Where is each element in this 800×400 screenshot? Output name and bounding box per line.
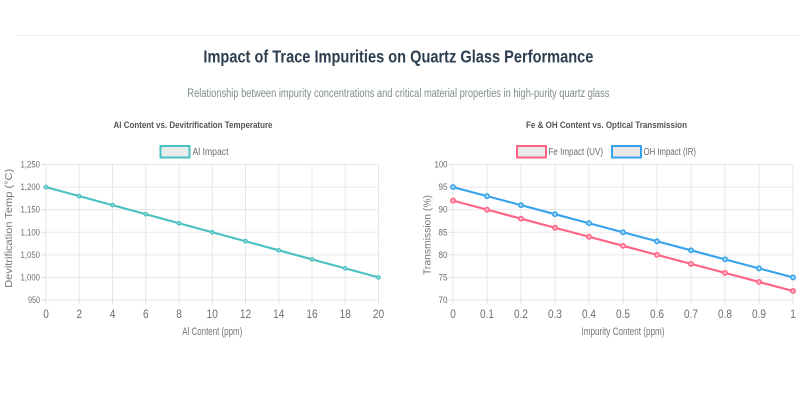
svg-text:18: 18 xyxy=(340,307,351,321)
svg-text:950: 950 xyxy=(28,295,40,306)
svg-text:0.7: 0.7 xyxy=(684,307,698,321)
svg-text:0.3: 0.3 xyxy=(548,307,562,321)
svg-text:1,100: 1,100 xyxy=(21,227,41,238)
svg-text:85: 85 xyxy=(439,227,448,238)
svg-text:70: 70 xyxy=(439,295,448,306)
svg-text:2: 2 xyxy=(76,307,82,321)
svg-text:0: 0 xyxy=(43,307,49,321)
svg-text:1,200: 1,200 xyxy=(21,182,41,193)
svg-text:0: 0 xyxy=(450,307,456,321)
svg-text:80: 80 xyxy=(439,250,448,261)
svg-text:16: 16 xyxy=(306,307,317,321)
svg-text:Impurity Content (ppm): Impurity Content (ppm) xyxy=(582,326,665,338)
svg-text:1,000: 1,000 xyxy=(21,272,41,283)
svg-text:90: 90 xyxy=(439,205,448,216)
svg-text:Al Content (ppm): Al Content (ppm) xyxy=(182,326,242,338)
svg-text:20: 20 xyxy=(373,307,384,321)
svg-text:0.4: 0.4 xyxy=(582,307,596,321)
svg-text:4: 4 xyxy=(110,307,116,321)
svg-text:Transmission (%): Transmission (%) xyxy=(423,195,434,275)
svg-text:0.5: 0.5 xyxy=(616,307,630,321)
svg-text:6: 6 xyxy=(143,307,149,321)
svg-text:Fe Impact (UV): Fe Impact (UV) xyxy=(549,147,604,158)
svg-text:Fe & OH Content vs. Optical Tr: Fe & OH Content vs. Optical Transmission xyxy=(526,120,687,131)
svg-text:0.9: 0.9 xyxy=(752,307,766,321)
svg-text:14: 14 xyxy=(273,307,284,321)
svg-text:95: 95 xyxy=(439,182,448,193)
svg-text:0.2: 0.2 xyxy=(514,307,528,321)
svg-text:1,150: 1,150 xyxy=(21,205,41,216)
svg-text:Al Impact: Al Impact xyxy=(193,147,229,158)
svg-text:1,050: 1,050 xyxy=(21,250,41,261)
svg-text:12: 12 xyxy=(240,307,251,321)
svg-text:10: 10 xyxy=(207,307,218,321)
svg-text:OH Impact (IR): OH Impact (IR) xyxy=(644,147,697,158)
svg-text:100: 100 xyxy=(435,160,448,171)
svg-text:1,250: 1,250 xyxy=(21,160,41,171)
svg-text:0.6: 0.6 xyxy=(650,307,664,321)
svg-text:8: 8 xyxy=(176,307,182,321)
svg-text:Al Content vs. Devitrification: Al Content vs. Devitrification Temperatu… xyxy=(114,120,273,131)
svg-text:75: 75 xyxy=(439,272,448,283)
svg-text:Devitrification Temp (°C): Devitrification Temp (°C) xyxy=(4,169,15,288)
svg-text:Impact of Trace Impurities on: Impact of Trace Impurities on Quartz Gla… xyxy=(203,47,593,67)
svg-text:Relationship between impurity: Relationship between impurity concentrat… xyxy=(187,88,609,100)
svg-text:1: 1 xyxy=(790,307,796,321)
svg-text:0.8: 0.8 xyxy=(718,307,732,321)
svg-text:0.1: 0.1 xyxy=(480,307,494,321)
